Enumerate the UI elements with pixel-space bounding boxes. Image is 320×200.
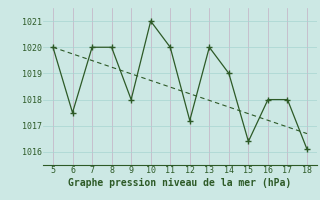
- X-axis label: Graphe pression niveau de la mer (hPa): Graphe pression niveau de la mer (hPa): [68, 178, 292, 188]
